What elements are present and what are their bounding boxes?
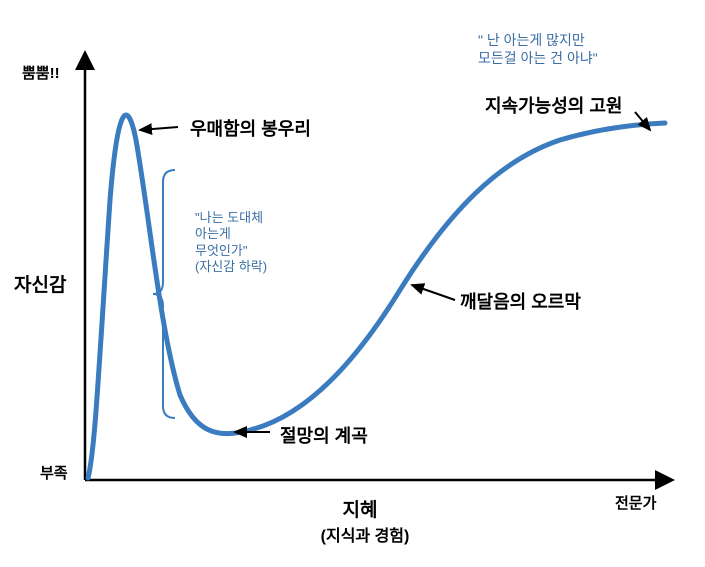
x-axis-sublabel: (지식과 경험) [295, 522, 435, 546]
ann-plateau: 지속가능성의 고원 [485, 92, 622, 118]
chart-svg [0, 0, 705, 567]
dunning-kruger-chart: 뿜뿜!! 자신감 부족 지혜 (지식과 경험) 전문가 우매함의 봉우리 절망의… [0, 0, 705, 567]
ann-peak: 우매함의 봉우리 [190, 115, 311, 141]
y-tick-bottom: 부족 [40, 462, 68, 483]
y-axis-label: 자신감 [14, 270, 66, 297]
quote-plateau: " 난 아는게 많지만 모든걸 아는 건 아냐" [478, 32, 598, 67]
ann-slope: 깨달음의 오르막 [460, 288, 581, 314]
ann-valley: 절망의 계곡 [280, 422, 368, 448]
arrow-slope [412, 285, 455, 300]
x-tick-right: 전문가 [615, 492, 656, 513]
x-axis-label: 지혜 [320, 495, 400, 522]
bracket [153, 170, 175, 418]
y-tick-top: 뿜뿜!! [22, 62, 60, 83]
arrow-peak [140, 127, 178, 130]
quote-falling: "나는 도대체 아는게 무엇인가" (자신감 하락) [195, 210, 267, 275]
